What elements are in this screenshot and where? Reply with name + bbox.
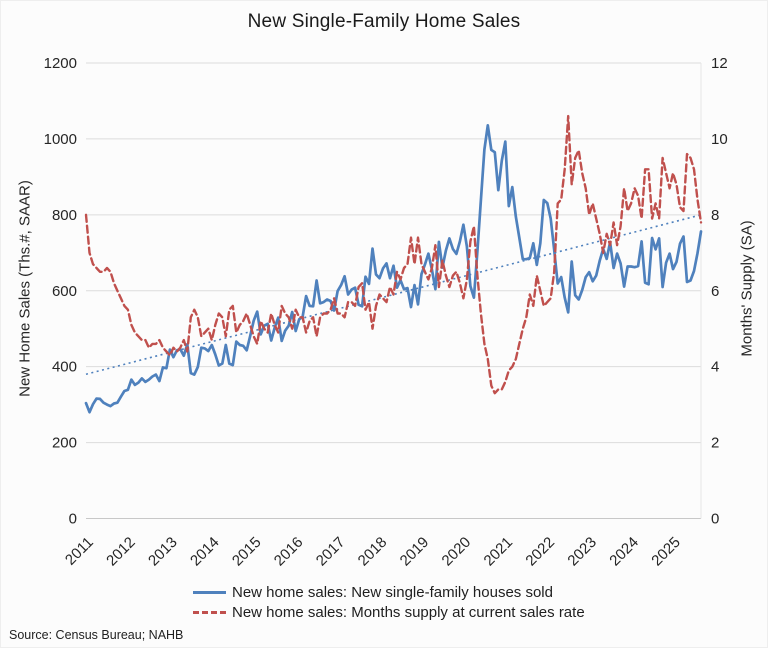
x-axis-tick-label: 2013: [145, 534, 181, 570]
x-axis-tick-label: 2016: [271, 534, 307, 570]
right-axis-tick-label: 4: [711, 359, 719, 376]
right-axis-tick-label: 2: [711, 435, 719, 452]
left-axis-tick-label: 800: [52, 207, 77, 224]
legend-item-sales: New home sales: New single-family houses…: [193, 584, 575, 601]
x-axis-tick-label: 2019: [397, 534, 433, 570]
x-axis-tick-label: 2014: [187, 534, 223, 570]
x-axis-tick-label: 2022: [522, 534, 558, 570]
x-axis-tick-label: 2012: [103, 534, 139, 570]
supply-line-swatch: [193, 611, 226, 614]
sales-line: [84, 123, 703, 414]
legend-label-supply: New home sales: Months supply at current…: [232, 604, 585, 621]
x-axis-tick-label: 2024: [606, 534, 642, 570]
right-axis-tick-label: 10: [711, 131, 728, 148]
legend-label-sales: New home sales: New single-family houses…: [232, 584, 553, 601]
right-axis-tick-label: 6: [711, 283, 719, 300]
chart-title: New Single-Family Home Sales: [247, 11, 521, 32]
x-axis-tick-label: 2017: [313, 534, 349, 570]
legend: New home sales: New single-family houses…: [1, 584, 767, 621]
left-axis-tick-label: 0: [69, 511, 77, 528]
left-axis-tick-label: 400: [52, 359, 77, 376]
left-axis-tick-label: 200: [52, 435, 77, 452]
source-note: Source: Census Bureau; NAHB: [9, 628, 184, 642]
right-axis-tick-label: 12: [711, 55, 728, 72]
left-axis-tick-label: 1000: [44, 131, 77, 148]
x-axis-tick-label: 2021: [481, 534, 517, 570]
x-axis-tick-label: 2011: [62, 534, 97, 569]
x-axis-tick-label: 2025: [648, 534, 684, 570]
x-axis-tick-label: 2015: [229, 534, 265, 570]
x-axis-tick-label: 2020: [439, 534, 475, 570]
left-axis-tick-label: 1200: [44, 55, 77, 72]
legend-item-supply: New home sales: Months supply at current…: [193, 604, 585, 621]
right-axis-tick-label: 0: [711, 511, 719, 528]
left-axis-tick-label: 600: [52, 283, 77, 300]
right-axis-tick-label: 8: [711, 207, 719, 224]
x-axis-tick-label: 2023: [564, 534, 600, 570]
supply-line: [84, 114, 703, 395]
x-axis-tick-label: 2018: [355, 534, 391, 570]
sales-line-swatch: [193, 591, 226, 594]
